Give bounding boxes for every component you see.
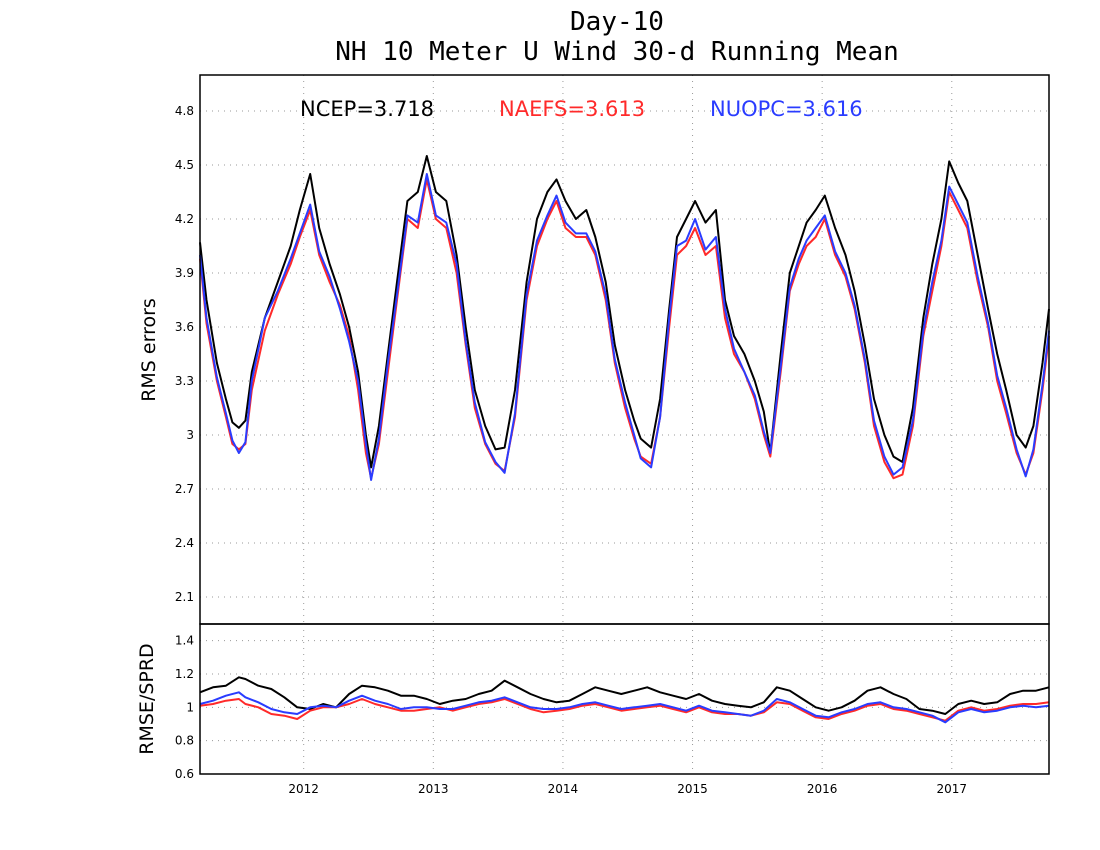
x-tick-label: 2012 xyxy=(288,782,319,796)
sub-y-tick-label: 1.2 xyxy=(175,667,194,681)
legend-nuopc-equals: = xyxy=(785,97,803,121)
main-y-tick-label: 3 xyxy=(186,428,194,442)
main-y-tick-label: 3.3 xyxy=(175,374,194,388)
main-y-tick-label: 4.5 xyxy=(175,158,194,172)
main-y-tick-label: 4.2 xyxy=(175,212,194,226)
main-y-tick-label: 2.4 xyxy=(175,536,194,550)
sub-y-tick-label: 1.4 xyxy=(175,634,194,648)
legend-nuopc-name: NUOPC xyxy=(710,97,785,121)
main-series-lines xyxy=(199,155,1050,481)
ratio-y-axis-label: RMSE/SPRD xyxy=(136,643,158,754)
main-y-tick-label: 2.1 xyxy=(175,590,194,604)
legend-entry-ncep: NCEP=3.718 xyxy=(300,97,434,121)
legend-ncep-equals: = xyxy=(356,97,374,121)
x-tick-label: 2016 xyxy=(807,782,838,796)
main-series-nuopc xyxy=(199,173,1050,481)
sub-series-nuopc xyxy=(199,691,1050,724)
chart-subtitle: NH 10 Meter U Wind 30-d Running Mean xyxy=(335,37,899,67)
legend-ncep-name: NCEP xyxy=(300,97,356,121)
chart-title: Day-10 xyxy=(570,7,664,37)
legend-ncep-score: 3.718 xyxy=(374,97,434,121)
main-y-axis-label: RMS errors xyxy=(138,298,160,402)
x-tick-label: 2015 xyxy=(677,782,708,796)
main-y-tick-label: 4.8 xyxy=(175,104,194,118)
legend-naefs-score: 3.613 xyxy=(585,97,645,121)
main-y-tick-label: 3.6 xyxy=(175,320,194,334)
main-series-naefs xyxy=(199,178,1050,480)
x-tick-label: 2017 xyxy=(937,782,968,796)
ratio-series-lines xyxy=(199,676,1050,724)
x-tick-label: 2014 xyxy=(548,782,579,796)
main-y-tick-label: 2.7 xyxy=(175,482,194,496)
main-series-ncep xyxy=(199,155,1050,469)
legend-entry-naefs: NAEFS=3.613 xyxy=(499,97,645,121)
legend-naefs-equals: = xyxy=(567,97,585,121)
sub-y-tick-label: 0.8 xyxy=(175,734,194,748)
sub-y-tick-label: 1 xyxy=(186,700,194,714)
x-tick-label: 2013 xyxy=(418,782,449,796)
legend-nuopc-score: 3.616 xyxy=(803,97,863,121)
legend-naefs-name: NAEFS xyxy=(499,97,567,121)
ratio-y-tick-labels: 0.6 0.8 1 1.2 1.4 xyxy=(175,634,194,781)
x-tick-labels: 2012 2013 2014 2015 2016 2017 xyxy=(288,782,967,796)
ratio-gridlines xyxy=(200,624,1049,774)
ratio-plot-frame xyxy=(199,623,1050,775)
legend-entry-nuopc: NUOPC=3.616 xyxy=(710,97,863,121)
sub-y-tick-label: 0.6 xyxy=(175,767,194,781)
legend: NCEP=3.718 NAEFS=3.613 NUOPC=3.616 xyxy=(300,97,863,121)
main-y-tick-label: 3.9 xyxy=(175,266,194,280)
main-y-tick-labels: 2.1 2.4 2.7 3 3.3 3.6 3.9 4.2 4.5 4.8 xyxy=(175,104,194,604)
